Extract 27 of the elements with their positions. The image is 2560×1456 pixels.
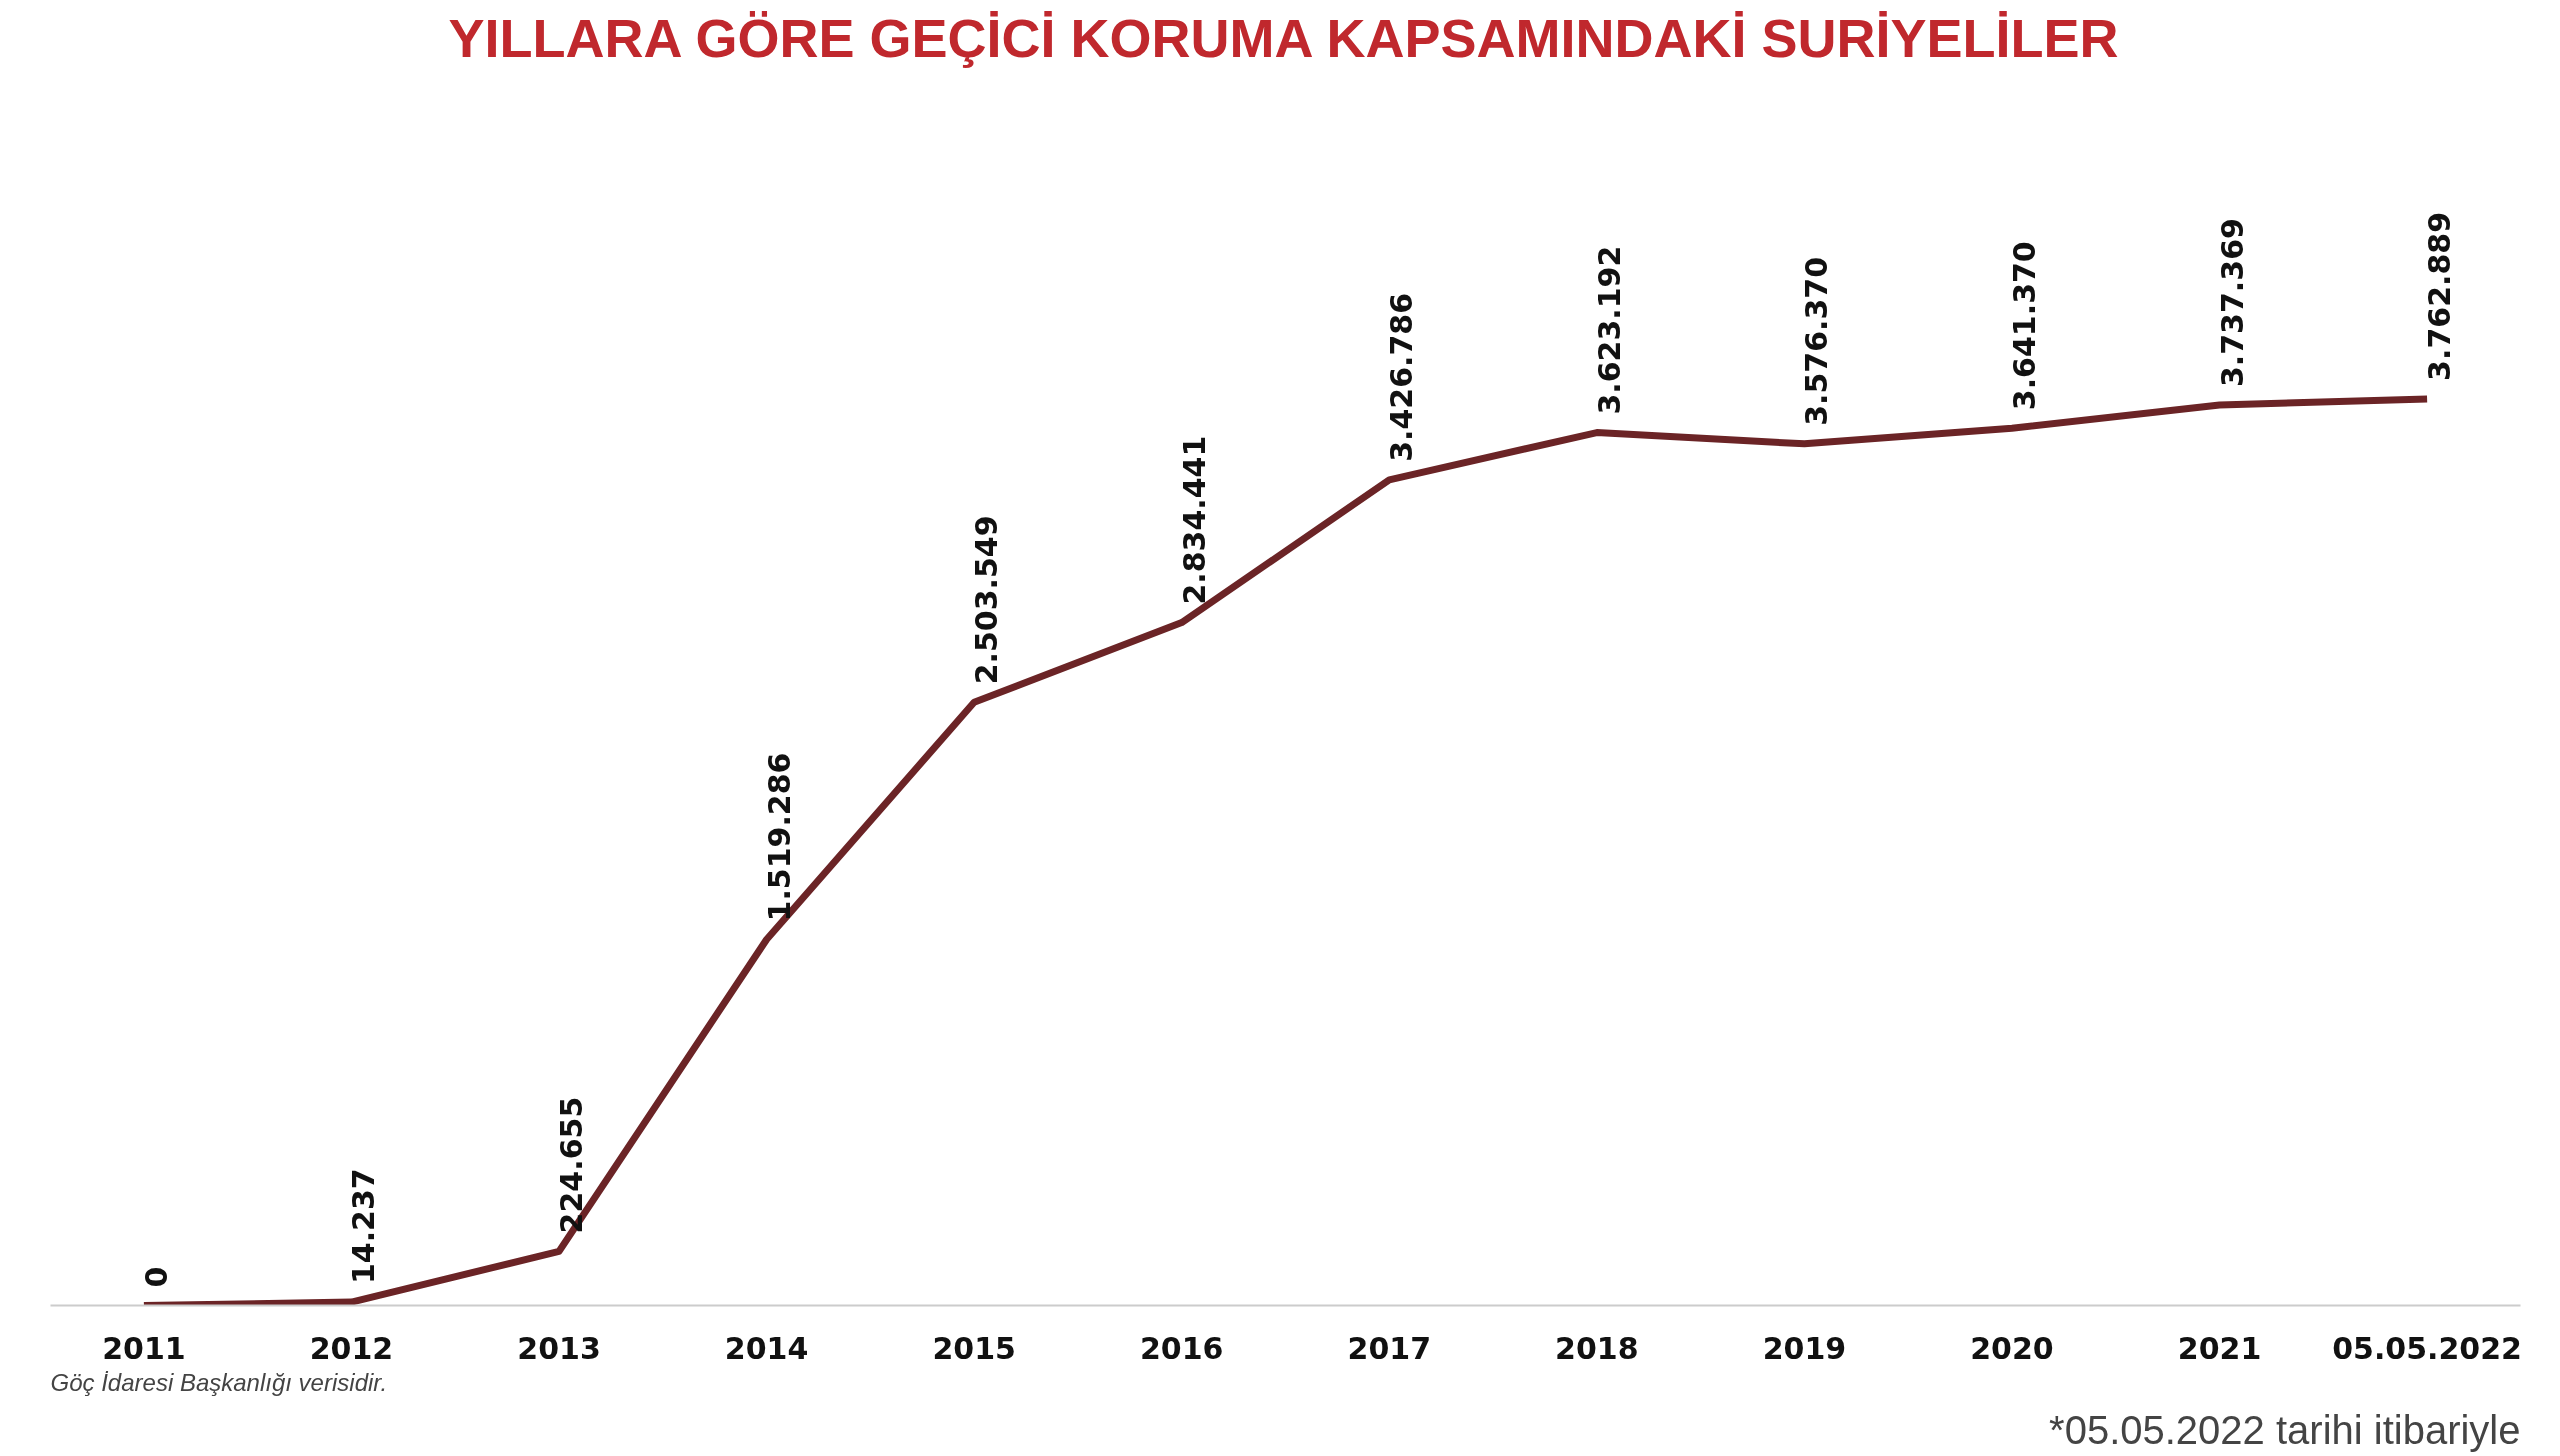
data-label: 3.737.369 <box>2214 218 2250 388</box>
data-label: 14.237 <box>346 1168 382 1285</box>
x-tick-label: 2014 <box>724 1330 809 1366</box>
x-tick-label: 2020 <box>1970 1330 2054 1366</box>
x-tick-label: 2011 <box>102 1330 186 1366</box>
data-label: 3.426.786 <box>1384 292 1420 462</box>
x-tick-label: 2017 <box>1347 1330 1432 1366</box>
x-tick-label: 2019 <box>1762 1330 1847 1366</box>
data-label: 3.623.192 <box>1591 245 1627 415</box>
x-tick-label: 05.05.2022 <box>2332 1330 2522 1366</box>
data-label: 3.641.370 <box>2006 241 2042 411</box>
x-tick-label: 2012 <box>309 1330 394 1366</box>
data-label: 3.762.889 <box>2422 211 2458 381</box>
text: *05.05.2022 tarihi itibariyle <box>2049 1407 2521 1452</box>
data-label: 2.503.549 <box>969 515 1005 685</box>
data-label: 2.834.441 <box>1176 435 1212 605</box>
x-tick-label: 2016 <box>1139 1330 1224 1366</box>
x-tick-label: 2021 <box>2177 1330 2262 1366</box>
data-label: 3.576.370 <box>1799 256 1835 426</box>
x-tick-label: 2018 <box>1555 1330 1639 1366</box>
data-label: 1.519.286 <box>761 752 797 922</box>
data-label: 224.655 <box>554 1096 590 1234</box>
text: Göç İdaresi Başkanlığı verisidir. <box>50 1368 388 1396</box>
chart-title: YILLARA GÖRE GEÇİCİ KORUMA KAPSAMINDAKİ SURİYELİLER <box>448 7 2119 68</box>
x-tick-label: 2013 <box>517 1330 601 1366</box>
data-label: 0 <box>138 1266 174 1288</box>
x-tick-label: 2015 <box>932 1330 1016 1366</box>
